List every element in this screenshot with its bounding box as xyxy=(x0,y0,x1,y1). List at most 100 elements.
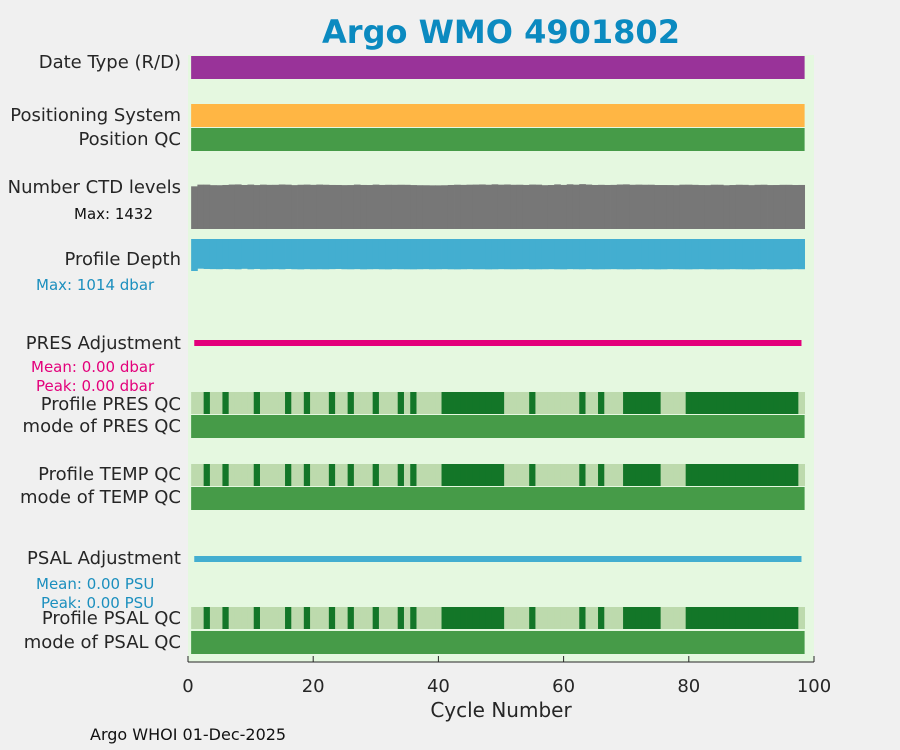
profile-depth-bar xyxy=(372,239,380,270)
profile-psal-qc-cell xyxy=(704,607,712,629)
ctd-levels-bar xyxy=(391,184,399,229)
profile-temp-qc-cell xyxy=(259,464,267,486)
profile-depth-bar xyxy=(335,239,342,269)
profile-psal-qc-cell xyxy=(454,607,461,629)
profile-temp-qc-cell xyxy=(429,464,436,486)
psal-adjustment-line xyxy=(194,556,802,562)
ctd-levels-bar xyxy=(673,185,680,229)
profile-depth-bar xyxy=(241,239,248,269)
profile-psal-qc-cell xyxy=(660,607,668,629)
profile-psal-qc-cell xyxy=(598,607,605,629)
profile-psal-qc-cell xyxy=(341,607,349,629)
profile-pres-qc-cell xyxy=(504,392,511,414)
ctd-levels-bar xyxy=(635,184,643,229)
profile-psal-qc-cell xyxy=(297,607,305,629)
profile-depth-bar xyxy=(466,239,474,270)
ctd-levels-bar xyxy=(316,184,323,229)
profile-pres-qc-cell xyxy=(541,392,549,414)
profile-pres-qc-cell xyxy=(341,392,349,414)
profile-psal-qc-cell xyxy=(360,607,367,629)
profile-temp-qc-cell xyxy=(673,464,680,486)
profile-depth-bar xyxy=(222,239,230,269)
profile-depth-bar xyxy=(497,239,505,270)
profile-depth-bar xyxy=(754,239,762,270)
profile-depth-bar xyxy=(247,239,255,270)
profile-depth-bar xyxy=(792,239,799,270)
ctd-levels-bar xyxy=(429,185,436,229)
profile-temp-qc-cell xyxy=(691,464,699,486)
profile-temp-qc-cell xyxy=(767,464,774,486)
profile-psal-qc-cell xyxy=(798,607,806,629)
ctd-levels-bar xyxy=(666,185,674,229)
profile-psal-qc-cell xyxy=(510,607,518,629)
profile-temp-qc-cell xyxy=(704,464,712,486)
profile-pres-qc-cell xyxy=(391,392,399,414)
profile-psal-qc-cell xyxy=(429,607,436,629)
ctd-levels-bar xyxy=(554,184,561,229)
profile-pres-qc-cell xyxy=(479,392,486,414)
ctd-levels-bar xyxy=(216,185,223,229)
ctd-levels-bar xyxy=(710,184,718,229)
row-label-profile-psal-qc: Profile PSAL QC xyxy=(41,608,181,629)
profile-psal-qc-cell xyxy=(335,607,342,629)
profile-depth-bar xyxy=(623,239,630,270)
x-tick-label: 20 xyxy=(301,676,325,697)
profile-psal-qc-cell xyxy=(585,607,593,629)
profile-psal-qc-cell xyxy=(285,607,292,629)
profile-temp-qc-cell xyxy=(623,464,630,486)
profile-psal-qc-cell xyxy=(372,607,380,629)
ctd-levels-bar xyxy=(767,185,774,229)
ctd-levels-bar xyxy=(491,184,499,229)
profile-psal-qc-cell xyxy=(191,607,198,629)
profile-temp-qc-cell xyxy=(216,464,223,486)
profile-pres-qc-cell xyxy=(535,392,543,414)
ctd-levels-bar xyxy=(203,184,211,229)
mode-pres-qc-bar xyxy=(191,415,805,438)
profile-psal-qc-cell xyxy=(773,607,780,629)
profile-psal-qc-cell xyxy=(723,607,730,629)
profile-depth-bar xyxy=(604,239,611,270)
profile-temp-qc-cell xyxy=(391,464,399,486)
profile-temp-qc-cell xyxy=(297,464,305,486)
profile-depth-bar xyxy=(385,239,392,270)
profile-depth-bar xyxy=(491,239,499,270)
profile-temp-qc-cell xyxy=(685,464,693,486)
profile-psal-qc-cell xyxy=(735,607,743,629)
profile-pres-qc-cell xyxy=(347,392,355,414)
profile-pres-qc-cell xyxy=(698,392,705,414)
ctd-levels-bar xyxy=(679,184,687,229)
profile-depth-bar xyxy=(535,239,543,270)
profile-psal-qc-cell xyxy=(685,607,693,629)
profile-pres-qc-cell xyxy=(460,392,467,414)
profile-pres-qc-cell xyxy=(397,392,405,414)
profile-pres-qc-cell xyxy=(216,392,223,414)
profile-pres-qc-cell xyxy=(353,392,361,414)
profile-pres-qc-cell xyxy=(792,392,799,414)
ctd-levels-bar xyxy=(447,184,455,229)
x-tick-label: 0 xyxy=(182,676,194,697)
profile-depth-bar xyxy=(259,239,267,270)
profile-pres-qc-cell xyxy=(685,392,693,414)
ctd-levels-bar xyxy=(472,184,480,229)
profile-depth-bar xyxy=(554,239,561,270)
profile-depth-bar xyxy=(454,239,461,270)
ctd-levels-bar xyxy=(735,184,743,229)
profile-depth-bar xyxy=(629,239,636,270)
x-tick-label: 60 xyxy=(552,676,576,697)
profile-temp-qc-cell xyxy=(572,464,580,486)
profile-pres-qc-cell xyxy=(422,392,430,414)
profile-depth-bar xyxy=(516,239,524,270)
profile-psal-qc-cell xyxy=(679,607,687,629)
profile-depth-bar xyxy=(685,239,693,270)
profile-depth-bar xyxy=(641,239,649,270)
profile-pres-qc-cell xyxy=(297,392,305,414)
profile-psal-qc-cell xyxy=(209,607,217,629)
profile-temp-qc-cell xyxy=(785,464,793,486)
profile-temp-qc-cell xyxy=(472,464,480,486)
profile-psal-qc-cell xyxy=(397,607,405,629)
ctd-levels-bar xyxy=(760,184,768,229)
ctd-levels-bar xyxy=(422,185,430,229)
row-label-mode-pres-qc: mode of PRES QC xyxy=(22,416,181,437)
profile-depth-bar xyxy=(779,239,787,270)
